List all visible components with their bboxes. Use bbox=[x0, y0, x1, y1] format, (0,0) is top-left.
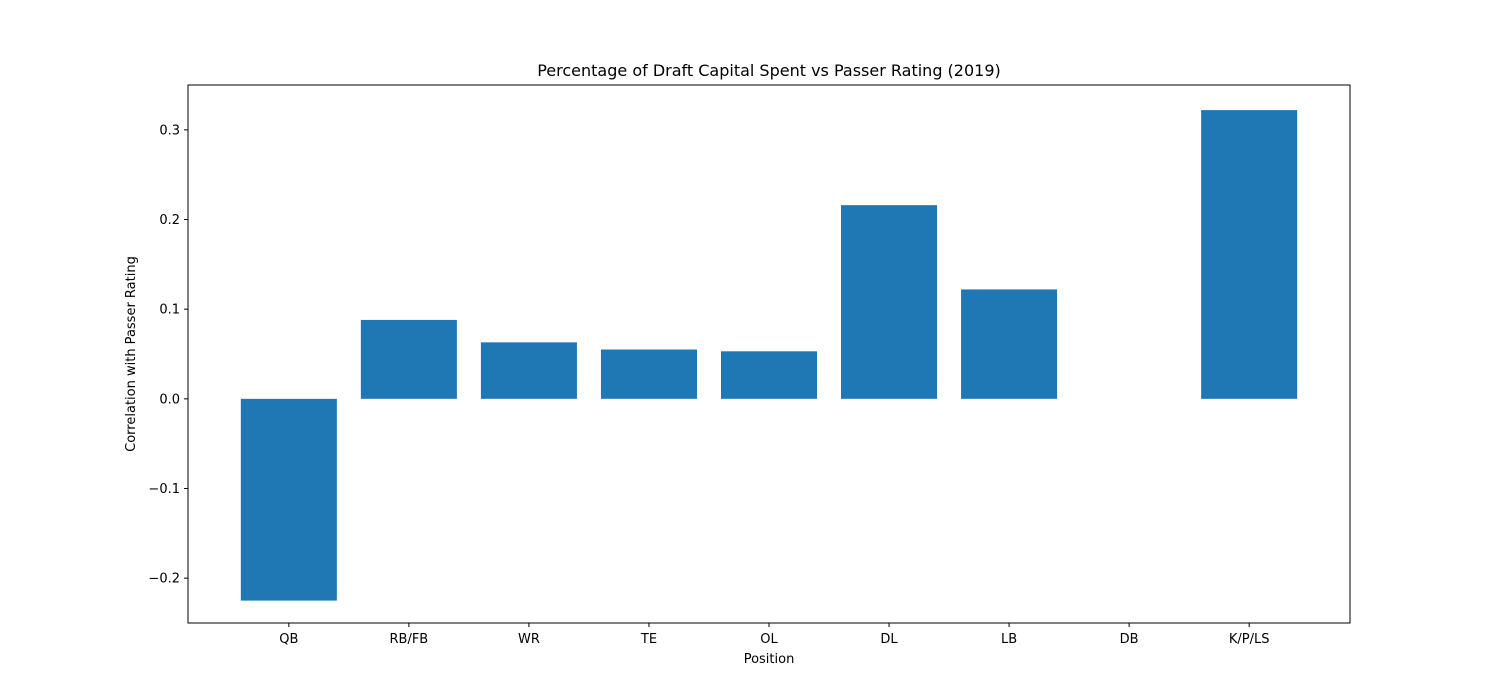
bar-wr bbox=[480, 342, 577, 399]
bar-dl bbox=[841, 205, 938, 399]
bar-ol bbox=[720, 351, 818, 399]
y-tick-label: −0.2 bbox=[148, 572, 180, 587]
x-tick-label: QB bbox=[279, 632, 298, 647]
bar-te bbox=[600, 349, 697, 399]
y-tick-label: 0.1 bbox=[159, 303, 180, 318]
x-axis: QB RB/FB WR TE OL DL LB DB K/P/LS bbox=[279, 623, 1269, 647]
y-axis: −0.2 −0.1 0.0 0.1 0.2 0.3 bbox=[148, 123, 188, 587]
x-tick-label: DL bbox=[880, 632, 898, 647]
plot-frame bbox=[187, 84, 1351, 624]
x-tick-label: LB bbox=[1001, 632, 1017, 647]
x-tick-label: DB bbox=[1120, 632, 1139, 647]
x-tick-label: TE bbox=[640, 632, 657, 647]
x-axis-label: Position bbox=[744, 652, 795, 667]
y-tick-label: 0.3 bbox=[159, 123, 180, 138]
y-axis-label: Correlation with Passer Rating bbox=[124, 256, 139, 452]
y-tick-label: 0.2 bbox=[159, 213, 180, 228]
x-tick-label: WR bbox=[518, 632, 540, 647]
y-tick-label: −0.1 bbox=[148, 482, 180, 497]
bar-lb bbox=[961, 289, 1058, 399]
chart-title: Percentage of Draft Capital Spent vs Pas… bbox=[537, 61, 1001, 80]
x-tick-label: RB/FB bbox=[390, 632, 429, 647]
x-tick-label: OL bbox=[760, 632, 778, 647]
bar-rb-fb bbox=[360, 319, 457, 399]
bars-group bbox=[240, 110, 1298, 601]
x-tick-label: K/P/LS bbox=[1229, 632, 1270, 647]
bar-qb bbox=[240, 398, 337, 601]
y-tick-label: 0.0 bbox=[159, 392, 180, 407]
bar-k-p-ls bbox=[1201, 110, 1298, 399]
